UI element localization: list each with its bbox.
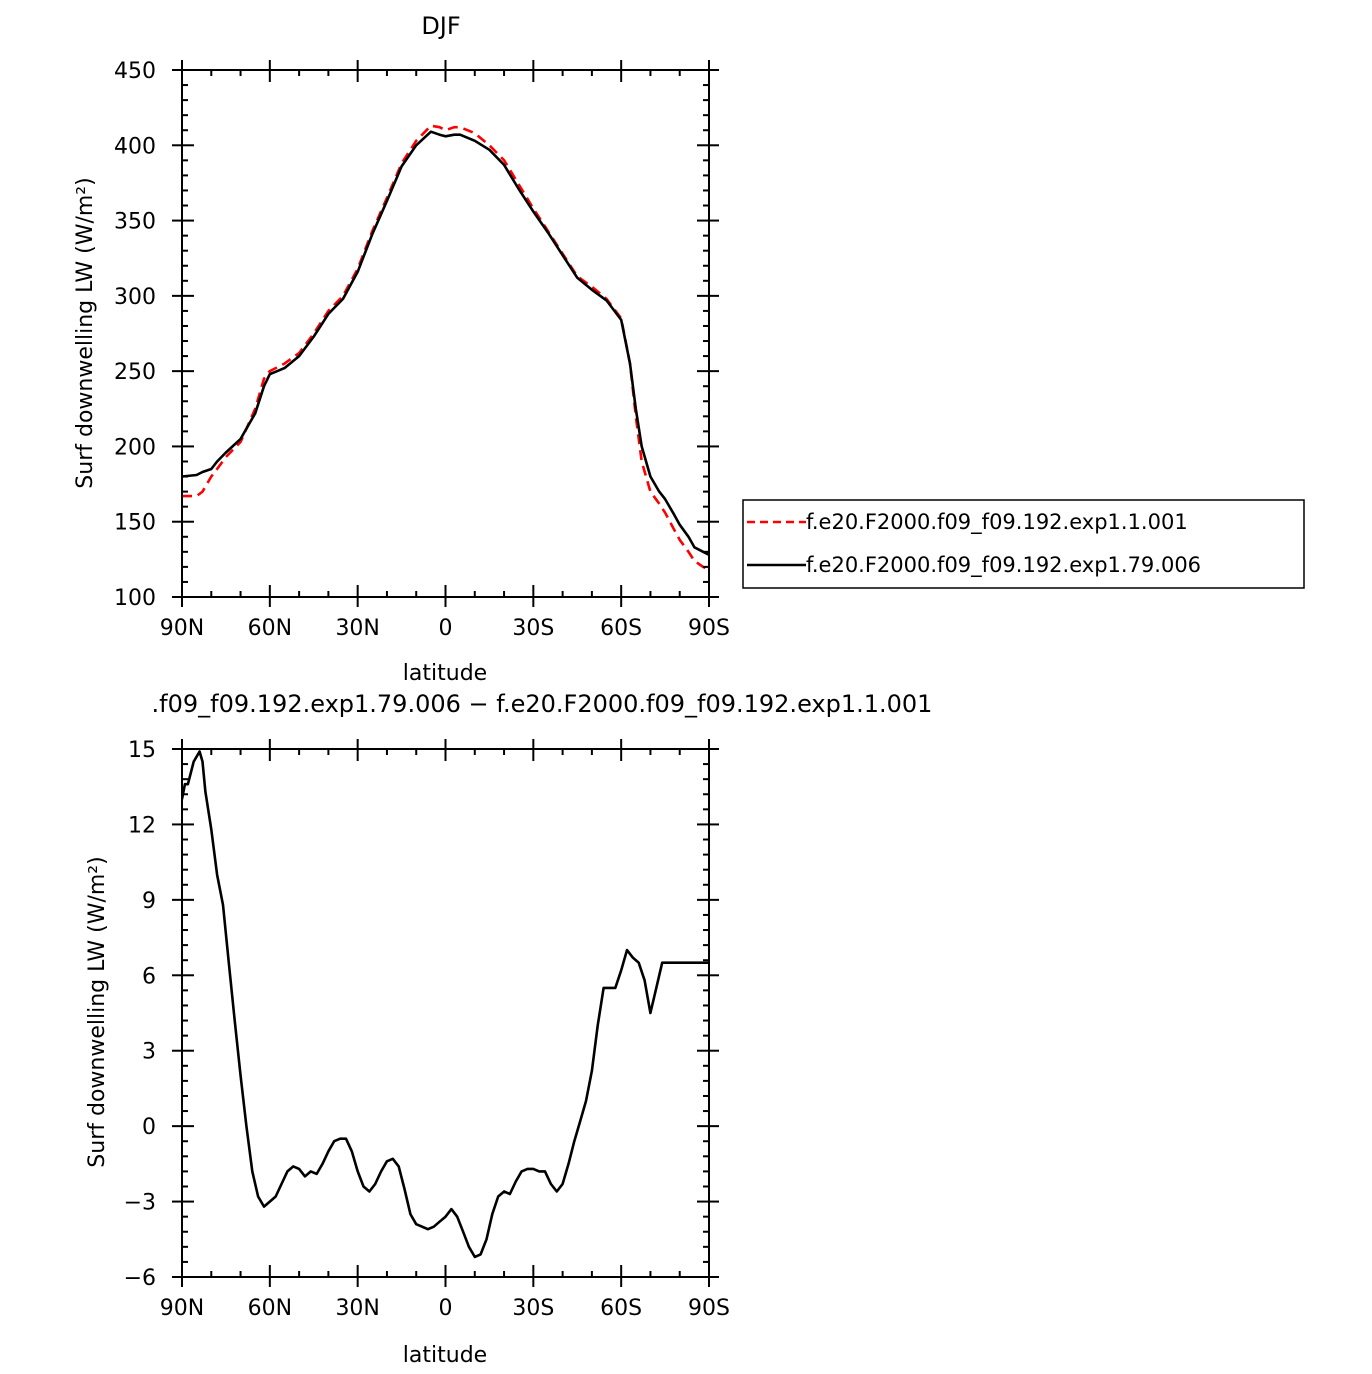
bottom-chart: .f09_f09.192.exp1.79.006 − f.e20.F2000.f… — [85, 690, 932, 1368]
top-x-tick-label: 0 — [439, 616, 453, 641]
top-x-tick-label: 90S — [688, 616, 730, 641]
top-y-tick-label: 150 — [114, 511, 156, 536]
top-legend: f.e20.F2000.f09_f09.192.exp1.1.001 f.e20… — [742, 499, 1305, 589]
bottom-series-group — [182, 750, 709, 1259]
bottom-x-tick-label: 90N — [160, 1296, 204, 1321]
top-y-tick-label: 200 — [114, 435, 156, 460]
bottom-y-tick-label: 0 — [142, 1115, 156, 1140]
top-axes: 90N 60N 30N 0 30S 60S 90S 100 150 200 250 300 350 400… — [114, 59, 730, 641]
legend-box — [742, 499, 1305, 589]
bottom-y-axis-label: Surf downwelling LW (W/m²) — [85, 856, 110, 1167]
top-x-tick-label: 30N — [335, 616, 379, 641]
bottom-x-tick-label: 30S — [512, 1296, 554, 1321]
bottom-x-tick-label: 30N — [335, 1296, 379, 1321]
top-x-tick-label: 90N — [160, 616, 204, 641]
bottom-axes: 90N 60N 30N 0 30S 60S 90S −6 −3 0 3 6 9 12 15 — [124, 738, 730, 1321]
top-y-tick-label: 400 — [114, 134, 156, 159]
top-chart-title: DJF — [421, 12, 460, 40]
bottom-y-tick-label: −3 — [124, 1191, 156, 1216]
top-x-axis-label: latitude — [403, 661, 487, 686]
top-y-tick-label: 100 — [114, 586, 156, 611]
bottom-x-tick-label: 60S — [600, 1296, 642, 1321]
top-y-axis-label: Surf downwelling LW (W/m²) — [73, 177, 98, 488]
bottom-y-tick-label: 15 — [128, 738, 156, 763]
bottom-x-tick-label: 0 — [439, 1296, 453, 1321]
bottom-y-tick-label: 12 — [128, 813, 156, 838]
top-series-line-1 — [182, 124, 709, 572]
legend-label-series-2: f.e20.F2000.f09_f09.192.exp1.79.006 — [806, 553, 1201, 578]
top-chart: DJF 90N 60N 30N 0 30S 60S 90S 100 150 200 250 300 35… — [73, 12, 1305, 686]
top-x-tick-label: 60S — [600, 616, 642, 641]
bottom-x-axis-label: latitude — [403, 1343, 487, 1368]
top-x-tick-label: 30S — [512, 616, 554, 641]
top-series-group — [182, 124, 709, 572]
bottom-y-tick-label: 9 — [142, 889, 156, 914]
top-y-tick-label: 450 — [114, 59, 156, 84]
legend-label-series-1: f.e20.F2000.f09_f09.192.exp1.1.001 — [806, 510, 1188, 535]
bottom-y-tick-label: −6 — [124, 1266, 156, 1291]
top-y-tick-label: 300 — [114, 285, 156, 310]
bottom-x-tick-label: 90S — [688, 1296, 730, 1321]
top-series-line-2 — [182, 130, 709, 556]
bottom-x-tick-label: 60N — [248, 1296, 292, 1321]
top-x-tick-label: 60N — [248, 616, 292, 641]
top-y-tick-label: 350 — [114, 210, 156, 235]
top-y-tick-label: 250 — [114, 360, 156, 385]
bottom-y-tick-label: 3 — [142, 1040, 156, 1065]
bottom-y-tick-label: 6 — [142, 964, 156, 989]
bottom-chart-title: .f09_f09.192.exp1.79.006 − f.e20.F2000.f… — [152, 690, 933, 718]
bottom-series-line-1 — [182, 750, 709, 1259]
top-plot-frame — [181, 69, 710, 598]
bottom-plot-frame — [181, 748, 710, 1278]
